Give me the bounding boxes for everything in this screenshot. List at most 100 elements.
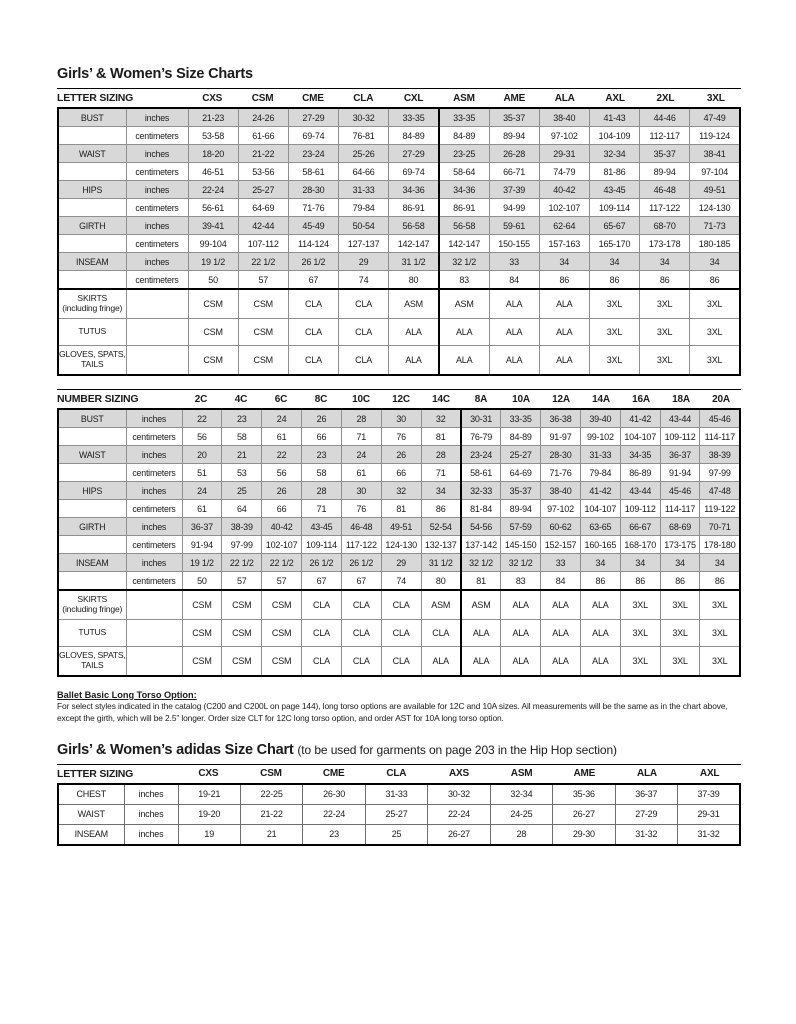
value-cell: 71-76 xyxy=(540,463,581,482)
size-code-cell: CME xyxy=(302,92,324,104)
measurement-label: HIPS xyxy=(57,481,127,500)
measurement-label: WAIST xyxy=(57,144,127,163)
value-cell: CSM xyxy=(181,589,223,620)
size-code-cell: 14C xyxy=(432,393,450,405)
value-cell: 49-51 xyxy=(689,180,741,199)
value-cell: 119-124 xyxy=(689,126,741,145)
corner-label: LETTER SIZING xyxy=(57,767,134,780)
value-cell: 114-117 xyxy=(699,427,741,446)
value-cell: 34-36 xyxy=(388,180,440,199)
value-cell: CSM xyxy=(181,646,223,677)
size-code-cell: 4C xyxy=(234,393,248,405)
unit-label: centimeters xyxy=(125,571,183,591)
value-cell: 26 1/2 xyxy=(301,553,342,572)
value-cell: 69-74 xyxy=(287,126,340,145)
size-code-cell: AXL xyxy=(605,92,625,104)
value-cell: 3XL xyxy=(588,288,641,319)
value-cell: 86-89 xyxy=(619,463,661,482)
value-cell: 173-178 xyxy=(639,234,691,253)
unit-label: centimeters xyxy=(125,535,183,554)
value-cell: 47-49 xyxy=(689,107,741,127)
table-row: WAIST inches 19-20 21-22 22-24 25-27 22-24 24-2… xyxy=(57,803,741,825)
value-cell: 62-64 xyxy=(538,216,590,235)
value-cell: 142-147 xyxy=(437,234,490,253)
value-cell: CLA xyxy=(380,589,422,620)
number-sizing-chart: NUMBER SIZING 2C 4C 6C 8C 10C 12C 14C 8A 10A 12A 14… xyxy=(57,389,741,677)
size-code-cell: 8A xyxy=(474,393,488,405)
value-cell: 81 xyxy=(380,499,422,518)
value-cell: 32 xyxy=(420,408,462,428)
garment-label-line: (including fringe) xyxy=(62,604,123,614)
value-cell: 28-30 xyxy=(287,180,340,199)
measurement-label: CHEST xyxy=(57,783,125,805)
value-cell: 33 xyxy=(488,252,540,271)
value-cell: 58-64 xyxy=(437,162,490,181)
size-codes-header: LETTER SIZING CXS CSM CME CLA CXL ASM AME ALA AXL… xyxy=(57,88,741,107)
value-cell: 58-61 xyxy=(459,463,502,482)
size-code-cell: 10A xyxy=(512,393,530,405)
table-row: centimeters 56 58 61 66 71 76 81 76-79 84-89 91-97… xyxy=(57,427,741,446)
value-cell: CLA xyxy=(338,345,390,376)
value-cell: 53 xyxy=(221,463,263,482)
measurement-label xyxy=(57,126,127,145)
value-cell: CLA xyxy=(287,345,340,376)
value-cell: 30-32 xyxy=(338,107,390,127)
value-cell: 34 xyxy=(689,252,741,271)
value-cell: 38-40 xyxy=(540,481,581,500)
value-cell: 34-36 xyxy=(437,180,490,199)
value-cell: 86 xyxy=(659,571,701,591)
value-cell: 34 xyxy=(699,553,741,572)
value-cell: 57 xyxy=(261,571,303,591)
table-row: centimeters 50 57 67 74 80 83 84 86 86 86 86 xyxy=(57,270,741,290)
value-cell: 86-91 xyxy=(388,198,440,217)
value-cell: 19 xyxy=(177,823,241,846)
adidas-size-chart: LETTER SIZING CXS CSM CME CLA AXS ASM AME ALA AXL… xyxy=(57,763,741,846)
unit-label: inches xyxy=(125,216,189,235)
value-cell: 19 1/2 xyxy=(181,553,223,572)
value-cell: 43-45 xyxy=(588,180,641,199)
value-cell: CLA xyxy=(380,619,422,647)
value-cell: 84 xyxy=(488,270,540,290)
value-cell: 86 xyxy=(699,571,741,591)
value-cell: 32-33 xyxy=(459,481,502,500)
value-cell: 160-165 xyxy=(579,535,621,554)
value-cell: 150-155 xyxy=(488,234,540,253)
size-code-cell: 3XL xyxy=(706,92,725,104)
value-cell: 145-150 xyxy=(500,535,542,554)
table-row: HIPS inches 24 25 26 28 30 32 34 32-33 35-37 38-40 4… xyxy=(57,481,741,500)
value-cell: 32-34 xyxy=(588,144,641,163)
value-cell: CLA xyxy=(380,646,422,677)
value-cell: CLA xyxy=(301,589,342,620)
value-cell: 31-33 xyxy=(579,445,621,464)
garment-label: GLOVES, SPATS, TAILS xyxy=(57,345,127,376)
value-cell: 28 xyxy=(489,823,554,846)
value-cell: 86 xyxy=(538,270,590,290)
value-cell: ASM xyxy=(437,288,490,319)
value-cell: 26 xyxy=(380,445,422,464)
value-cell: 38-40 xyxy=(538,107,590,127)
value-cell: 30-32 xyxy=(427,783,491,805)
value-cell: CLA xyxy=(338,288,390,319)
unit-label: inches xyxy=(125,107,189,127)
table-row: SKIRTS (including fringe) CSM CSM CLA CLA ASM A… xyxy=(57,288,741,319)
value-cell: CSM xyxy=(187,345,239,376)
value-cell: ALA xyxy=(437,345,490,376)
value-cell: 33 xyxy=(540,553,581,572)
value-cell: ALA xyxy=(437,318,490,346)
value-cell: 86 xyxy=(588,270,641,290)
value-cell: CLA xyxy=(287,318,340,346)
value-cell: 32 1/2 xyxy=(500,553,542,572)
value-cell: ALA xyxy=(540,646,581,677)
value-cell: CLA xyxy=(287,288,340,319)
value-cell: 109-114 xyxy=(588,198,641,217)
value-cell: 32 xyxy=(380,481,422,500)
unit-label: centimeters xyxy=(125,270,189,290)
value-cell: 119-122 xyxy=(699,499,741,518)
value-cell: 3XL xyxy=(639,318,691,346)
value-cell: 3XL xyxy=(689,318,741,346)
value-cell: CSM xyxy=(261,589,303,620)
value-cell: CSM xyxy=(187,288,239,319)
value-cell: 26 1/2 xyxy=(340,553,382,572)
table-row: HIPS inches 22-24 25-27 28-30 31-33 34-36 34-36… xyxy=(57,180,741,199)
value-cell: 89-94 xyxy=(639,162,691,181)
